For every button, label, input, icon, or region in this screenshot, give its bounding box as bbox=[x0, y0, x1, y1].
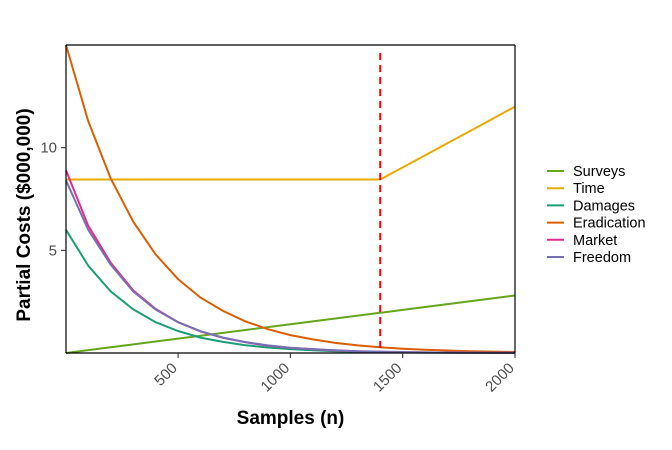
legend-label-damages: Damages bbox=[573, 198, 635, 214]
series-line-eradication bbox=[65, 44, 516, 353]
x-axis-ticks: 500 1000 1500 2000 bbox=[151, 353, 518, 395]
legend-label-freedom: Freedom bbox=[573, 250, 631, 266]
y-axis-ticks: 5 10 bbox=[40, 140, 66, 259]
series-line-surveys bbox=[65, 294, 516, 354]
y-tick-label: 10 bbox=[40, 140, 57, 157]
y-axis-title: Partial Costs ($000,000) bbox=[14, 108, 35, 321]
legend-label-eradication: Eradication bbox=[573, 216, 646, 232]
legend-label-surveys: Surveys bbox=[573, 164, 625, 180]
x-tick-label: 2000 bbox=[482, 360, 518, 396]
x-tick-label: 500 bbox=[151, 360, 181, 390]
series-line-freedom bbox=[65, 180, 515, 354]
y-tick-label: 5 bbox=[49, 242, 57, 259]
x-axis-title: Samples (n) bbox=[237, 408, 345, 429]
plot-lines bbox=[65, 44, 516, 354]
series-line-time bbox=[66, 105, 516, 181]
legend-label-time: Time bbox=[573, 181, 605, 197]
series-line-market bbox=[65, 169, 515, 354]
x-tick-label: 1500 bbox=[370, 360, 406, 396]
axes bbox=[65, 44, 516, 354]
x-tick-label: 1000 bbox=[258, 360, 294, 396]
legend-label-market: Market bbox=[573, 233, 617, 249]
